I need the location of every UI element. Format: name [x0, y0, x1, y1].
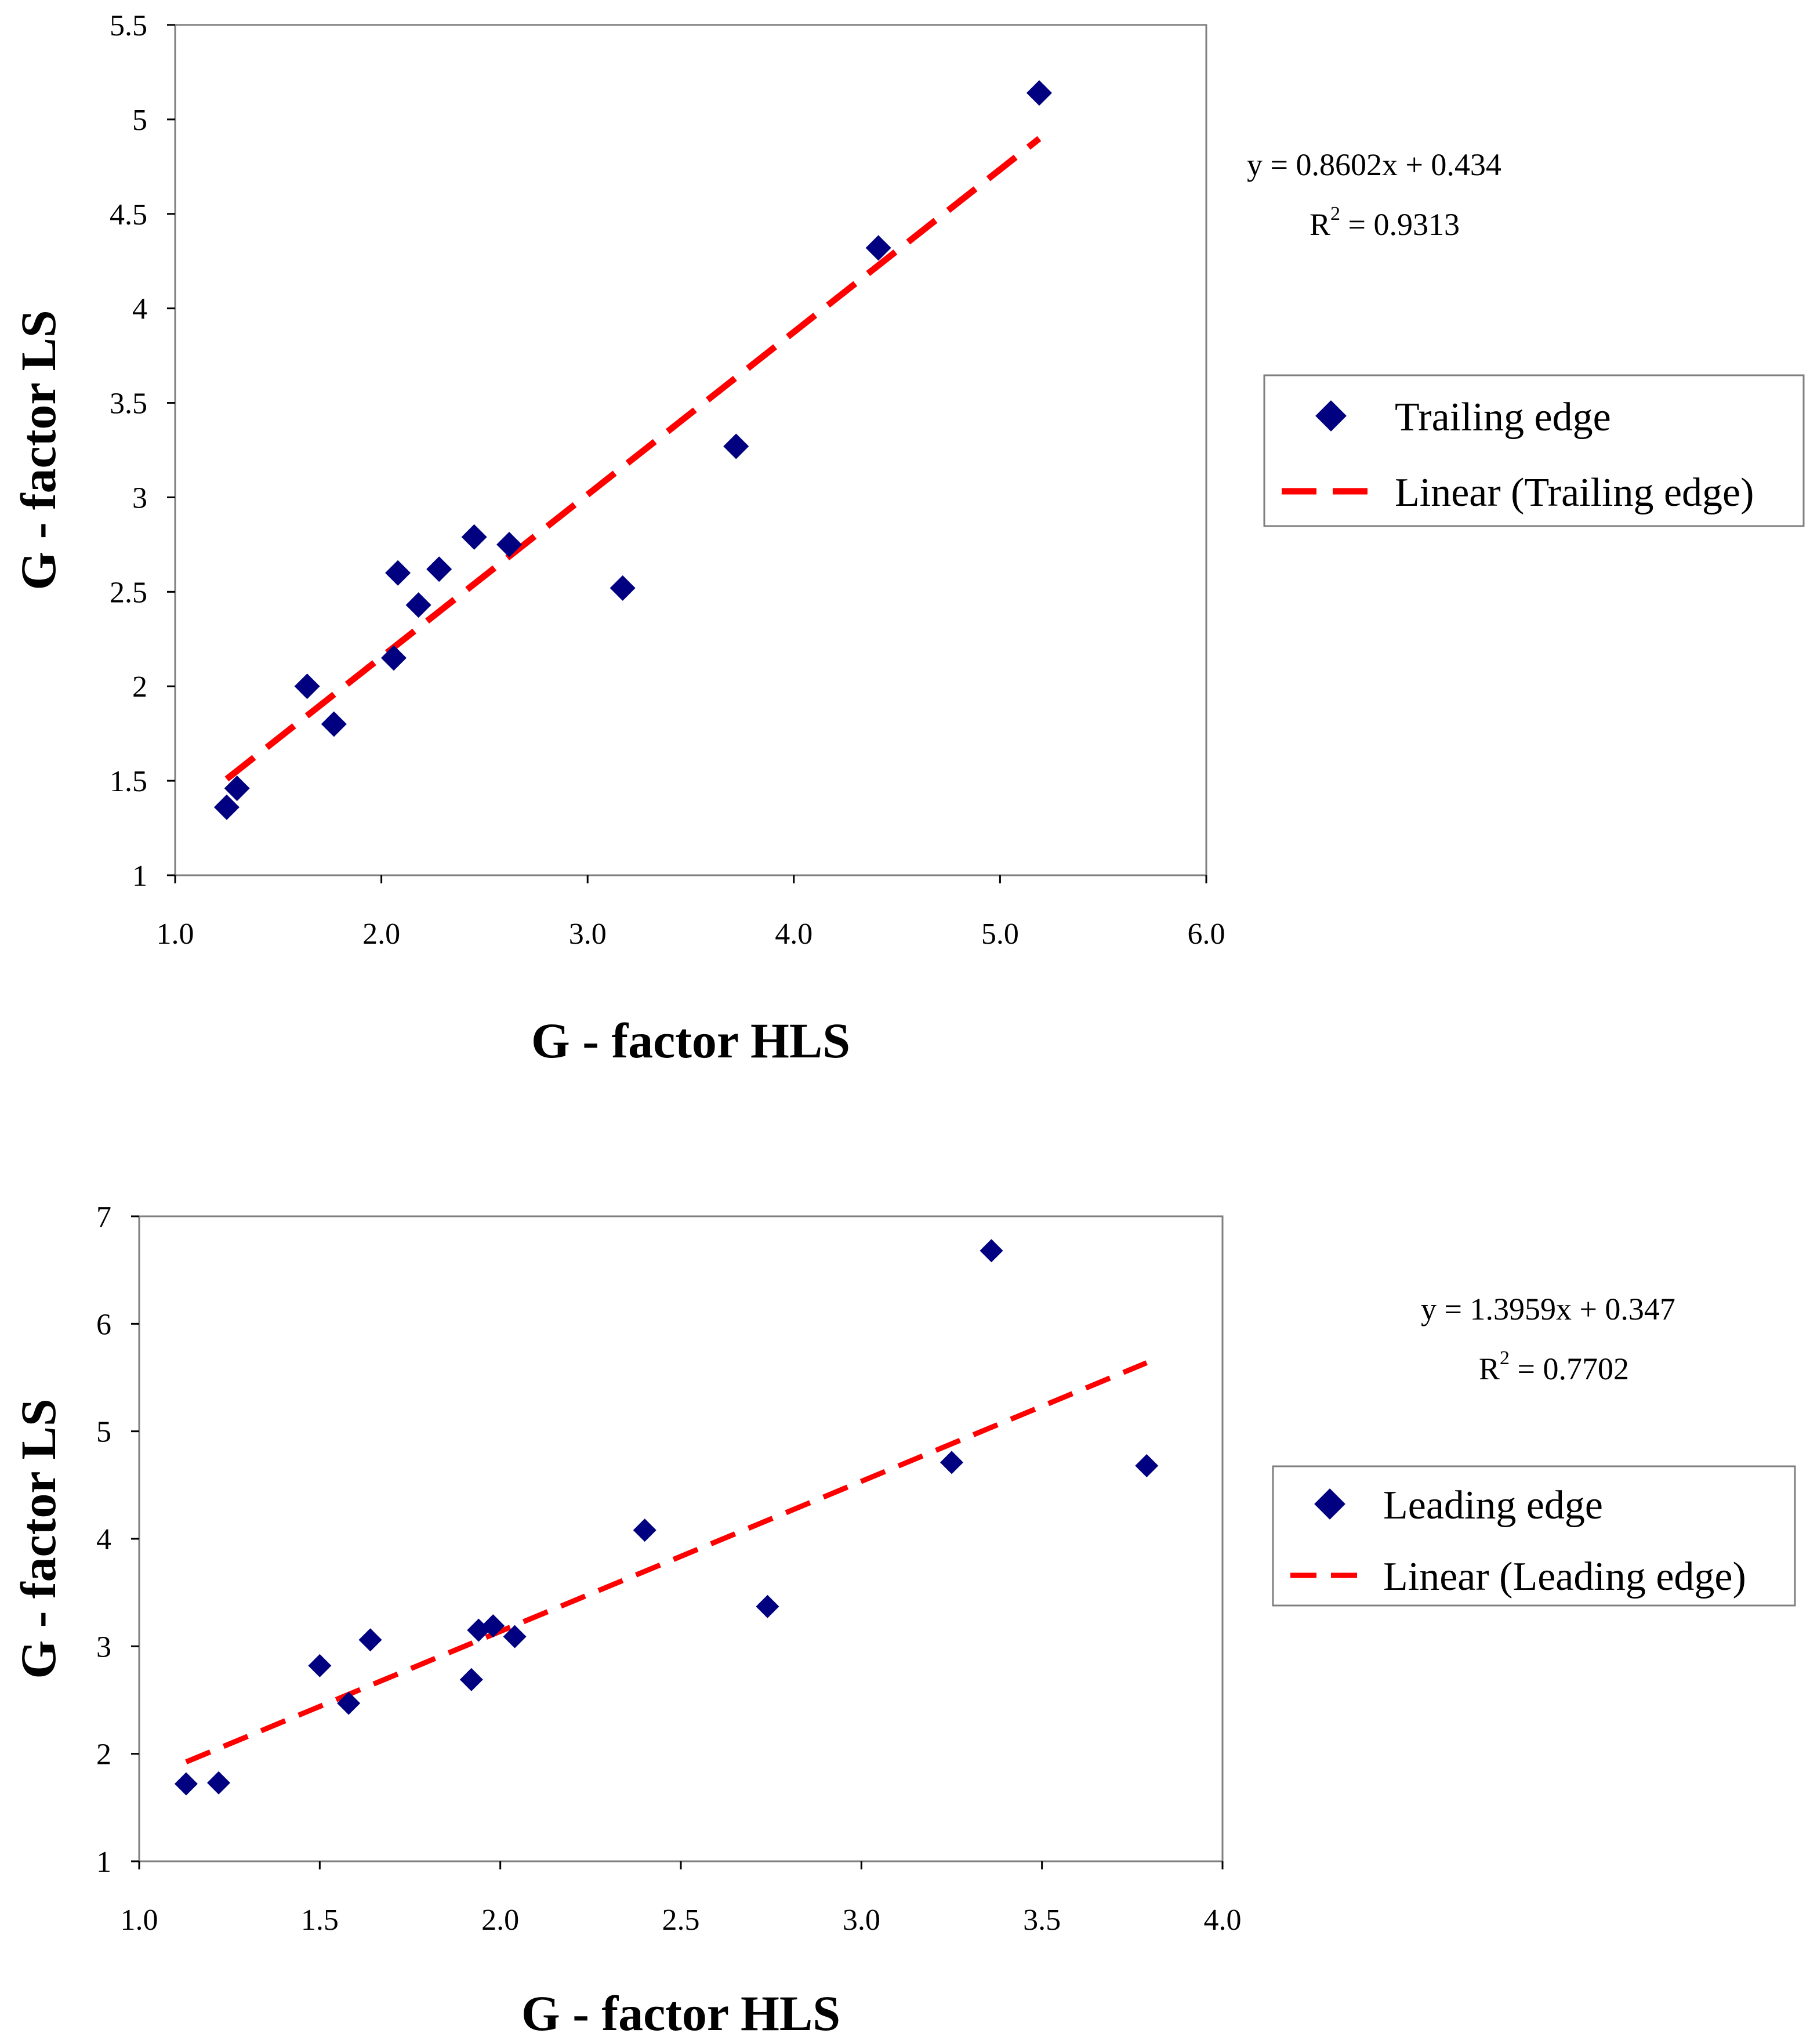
- y-tick-label: 3: [132, 481, 147, 514]
- y-tick-label: 4: [132, 293, 147, 326]
- x-tick-label: 2.0: [362, 918, 400, 951]
- y-tick-label: 4.5: [110, 198, 147, 231]
- points-2: [174, 1239, 1159, 1796]
- y-axis-title-1: G - factor LS: [10, 310, 66, 590]
- trendline-1: [224, 136, 1042, 782]
- data-point: [610, 575, 636, 601]
- x-tick-label: 2.0: [481, 1904, 519, 1937]
- data-point: [358, 1628, 382, 1652]
- data-point: [380, 645, 407, 671]
- data-point: [1135, 1454, 1159, 1477]
- axis-ticks-2: 1.0 1.5 2.0 2.5 3.0 3.5 4.0 1 2 3 4 5 6 7: [96, 1201, 1242, 1937]
- x-tick-label: 4.0: [1204, 1904, 1242, 1937]
- y-tick-label: 5.5: [110, 9, 147, 42]
- y-tick-label: 5: [132, 104, 147, 137]
- trend-line: [224, 136, 1042, 782]
- x-tick-label: 2.5: [662, 1904, 700, 1937]
- plot-area-1: [174, 24, 1207, 876]
- data-point: [385, 560, 411, 586]
- x-axis-title-2: G - factor HLS: [521, 1985, 840, 2041]
- data-point: [206, 1771, 230, 1795]
- x-tick-label: 3.0: [843, 1904, 880, 1937]
- x-tick-label: 1.0: [157, 918, 194, 951]
- r-squared-value-2: = 0.7702: [1510, 1351, 1629, 1386]
- legend-label-leading-edge: Leading edge: [1383, 1483, 1603, 1528]
- y-tick-label: 1.5: [110, 765, 147, 798]
- x-tick-label: 3.5: [1023, 1904, 1061, 1937]
- legend-2: Leading edge Linear (Leading edge): [1272, 1465, 1796, 1607]
- x-tick-label: 5.0: [981, 918, 1019, 951]
- data-point: [321, 711, 347, 737]
- r-squared-1: R2 = 0.9313: [1310, 203, 1460, 242]
- r-squared-sup-1: 2: [1330, 203, 1340, 224]
- r-squared-2: R2 = 0.7702: [1479, 1347, 1629, 1386]
- trend-equation-2: y = 1.3959x + 0.347: [1421, 1292, 1675, 1327]
- y-tick-label: 3.5: [110, 387, 147, 421]
- legend-box-1: [1263, 374, 1805, 527]
- r-squared-value-1: = 0.9313: [1340, 207, 1460, 242]
- data-point: [723, 433, 749, 459]
- y-tick-label: 1: [132, 860, 147, 893]
- x-tick-label: 3.0: [569, 918, 607, 951]
- data-point: [213, 794, 240, 820]
- data-point: [1026, 80, 1052, 106]
- y-axis-title-2: G - factor LS: [10, 1398, 66, 1679]
- y-tick-label: 2.5: [110, 576, 147, 609]
- axis-ticks-1: 1.0 2.0 3.0 4.0 5.0 6.0 1 1.5 2 2.5 3 3.5 4 4.5 5 5.5: [110, 9, 1225, 951]
- x-tick-label: 6.0: [1188, 918, 1225, 951]
- data-point: [405, 592, 431, 618]
- data-point: [459, 1668, 483, 1691]
- y-tick-label: 3: [96, 1630, 111, 1664]
- y-tick-label: 4: [96, 1523, 111, 1556]
- data-point: [496, 531, 523, 557]
- data-point: [461, 524, 487, 550]
- legend-1: Trailing edge Linear (Trailing edge): [1263, 374, 1805, 527]
- data-point: [224, 775, 250, 802]
- legend-label-linear-leading-edge: Linear (Leading edge): [1383, 1554, 1746, 1599]
- data-point: [756, 1594, 779, 1618]
- plot-area-2: [138, 1215, 1224, 1862]
- data-point: [337, 1691, 361, 1715]
- data-point: [940, 1451, 963, 1474]
- y-tick-label: 1: [96, 1846, 111, 1879]
- data-point: [503, 1625, 527, 1648]
- data-point: [865, 235, 891, 261]
- y-tick-label: 5: [96, 1416, 111, 1449]
- r-squared-label-2: R: [1479, 1351, 1500, 1386]
- y-tick-label: 2: [132, 671, 147, 704]
- legend-label-trailing-edge: Trailing edge: [1395, 395, 1611, 440]
- legend-box-2: [1272, 1465, 1796, 1607]
- y-tick-label: 6: [96, 1308, 111, 1341]
- chart-trailing-edge: 1.0 2.0 3.0 4.0 5.0 6.0 1 1.5 2 2.5 3 3.5 4 4.5 5 5.5 G…: [10, 9, 1805, 1068]
- chart-leading-edge: 1.0 1.5 2.0 2.5 3.0 3.5 4.0 1 2 3 4 5 6 7 G - factor …: [10, 1201, 1796, 2041]
- y-tick-label: 2: [96, 1738, 111, 1771]
- data-point: [980, 1239, 1003, 1263]
- data-point: [174, 1772, 198, 1796]
- r-squared-sup-2: 2: [1500, 1347, 1510, 1369]
- x-axis-title-1: G - factor HLS: [531, 1013, 850, 1068]
- y-tick-label: 7: [96, 1201, 111, 1234]
- points-1: [213, 80, 1052, 820]
- legend-label-linear-trailing-edge: Linear (Trailing edge): [1395, 470, 1754, 515]
- r-squared-label-1: R: [1310, 207, 1330, 242]
- x-tick-label: 1.5: [301, 1904, 339, 1937]
- x-tick-label: 1.0: [121, 1904, 158, 1937]
- data-point: [294, 673, 320, 700]
- data-point: [481, 1614, 505, 1638]
- data-point: [308, 1654, 332, 1677]
- data-point: [426, 556, 452, 582]
- x-tick-label: 4.0: [775, 918, 812, 951]
- data-point: [633, 1518, 656, 1542]
- trend-equation-1: y = 0.8602x + 0.434: [1247, 147, 1501, 182]
